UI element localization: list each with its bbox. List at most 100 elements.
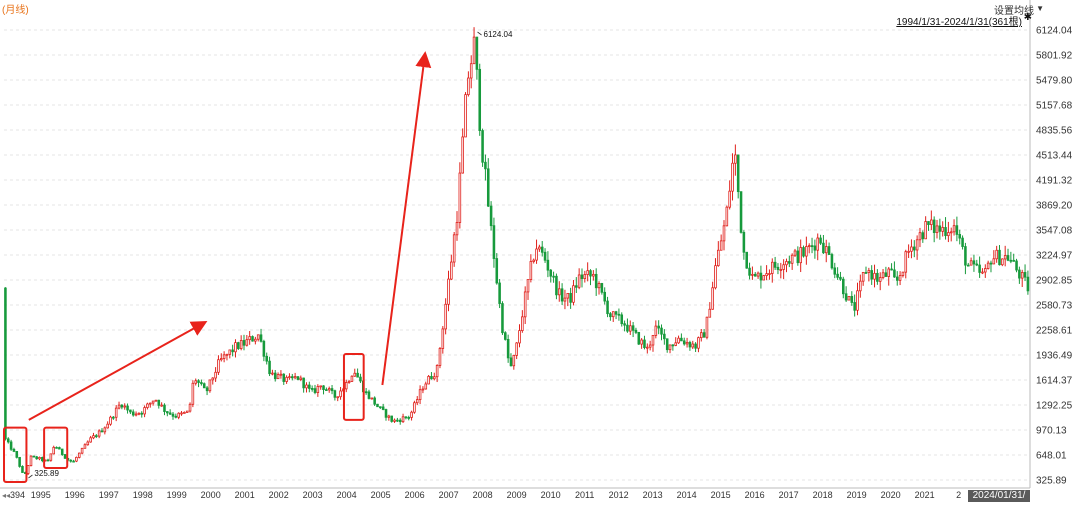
candle-body[interactable] (12, 448, 16, 452)
candle-body[interactable] (969, 260, 973, 266)
candle-body[interactable] (998, 249, 1001, 266)
candle-body[interactable] (174, 415, 178, 418)
candle-body[interactable] (273, 372, 277, 380)
candle-body[interactable] (606, 300, 609, 315)
candle-body[interactable] (981, 271, 984, 274)
candle-body[interactable] (180, 412, 183, 415)
candle-body[interactable] (756, 272, 760, 277)
candle-body[interactable] (137, 412, 141, 415)
candle-body[interactable] (296, 376, 300, 380)
candle-body[interactable] (177, 412, 180, 418)
candle-body[interactable] (424, 383, 428, 390)
candle-body[interactable] (325, 389, 328, 392)
candle-body[interactable] (129, 409, 132, 413)
candle-body[interactable] (824, 246, 828, 254)
candle-body[interactable] (921, 232, 925, 240)
candle-body[interactable] (557, 288, 561, 296)
candle-body[interactable] (458, 172, 462, 223)
candle-body[interactable] (450, 261, 453, 280)
candle-body[interactable] (674, 342, 677, 346)
candle-body[interactable] (370, 397, 374, 400)
candle-body[interactable] (148, 402, 152, 405)
candle-body[interactable] (947, 232, 950, 237)
candle-body[interactable] (1023, 272, 1027, 278)
candle-body[interactable] (742, 231, 746, 253)
candle-body[interactable] (776, 266, 780, 270)
candle-body[interactable] (717, 249, 720, 267)
candle-body[interactable] (617, 313, 621, 316)
candle-body[interactable] (171, 413, 175, 417)
candle-body[interactable] (285, 376, 288, 382)
candle-body[interactable] (793, 250, 797, 256)
candle-body[interactable] (549, 269, 553, 277)
candle-body[interactable] (77, 452, 81, 458)
candle-body[interactable] (1003, 255, 1007, 260)
candle-body[interactable] (359, 376, 362, 382)
candle-body[interactable] (276, 374, 280, 380)
candle-body[interactable] (538, 246, 541, 250)
candle-body[interactable] (603, 291, 606, 302)
candle-body[interactable] (259, 334, 263, 342)
candle-body[interactable] (623, 323, 626, 326)
candle-body[interactable] (918, 232, 922, 241)
candle-body[interactable] (364, 391, 368, 394)
candle-body[interactable] (844, 293, 848, 301)
candle-body[interactable] (870, 270, 873, 280)
candle-body[interactable] (796, 250, 800, 264)
candle-body[interactable] (112, 416, 115, 419)
candle-body[interactable] (995, 249, 998, 260)
candle-body[interactable] (245, 339, 249, 346)
candle-body[interactable] (779, 269, 783, 271)
candle-body[interactable] (660, 327, 663, 335)
candle-body[interactable] (546, 259, 550, 271)
candle-body[interactable] (248, 336, 251, 341)
candle-body[interactable] (237, 342, 240, 349)
candle-body[interactable] (120, 404, 124, 408)
candle-body[interactable] (205, 387, 209, 392)
candle-body[interactable] (833, 267, 837, 275)
candle-body[interactable] (859, 280, 862, 292)
candle-body[interactable] (452, 234, 456, 263)
candle-body[interactable] (393, 419, 396, 422)
candle-body[interactable] (404, 416, 408, 419)
candle-body[interactable] (9, 441, 13, 450)
candle-body[interactable] (398, 419, 402, 423)
candle-body[interactable] (560, 288, 564, 302)
candle-body[interactable] (867, 270, 871, 273)
candle-body[interactable] (972, 260, 976, 265)
candle-body[interactable] (807, 245, 811, 248)
candle-body[interactable] (1006, 255, 1010, 261)
candle-body[interactable] (251, 336, 254, 342)
candle-body[interactable] (214, 371, 217, 379)
candle-body[interactable] (864, 272, 868, 274)
candle-body[interactable] (305, 384, 308, 389)
candle-body[interactable] (893, 269, 896, 278)
candle-body[interactable] (21, 466, 24, 473)
candle-body[interactable] (52, 446, 55, 455)
candle-body[interactable] (566, 292, 570, 299)
candle-body[interactable] (745, 251, 748, 269)
pin-icon[interactable]: ✱ (1023, 12, 1032, 23)
candle-body[interactable] (810, 245, 814, 248)
candle-body[interactable] (725, 206, 729, 227)
candle-body[interactable] (597, 283, 601, 289)
candle-body[interactable] (231, 349, 234, 353)
candle-body[interactable] (6, 438, 10, 443)
candle-body[interactable] (469, 63, 473, 79)
candle-body[interactable] (966, 264, 970, 267)
candle-body[interactable] (208, 379, 212, 392)
candle-body[interactable] (367, 391, 371, 399)
candle-body[interactable] (89, 437, 92, 443)
candle-body[interactable] (782, 264, 785, 270)
candle-body[interactable] (580, 274, 584, 279)
candle-body[interactable] (58, 447, 61, 450)
candle-body[interactable] (486, 168, 490, 207)
candle-body[interactable] (327, 388, 331, 391)
candle-body[interactable] (563, 297, 567, 302)
candle-body[interactable] (518, 330, 521, 344)
candle-body[interactable] (805, 246, 808, 257)
candle-body[interactable] (288, 376, 291, 379)
candle-body[interactable] (785, 261, 788, 266)
candle-body[interactable] (430, 375, 433, 380)
candle-body[interactable] (239, 340, 243, 349)
